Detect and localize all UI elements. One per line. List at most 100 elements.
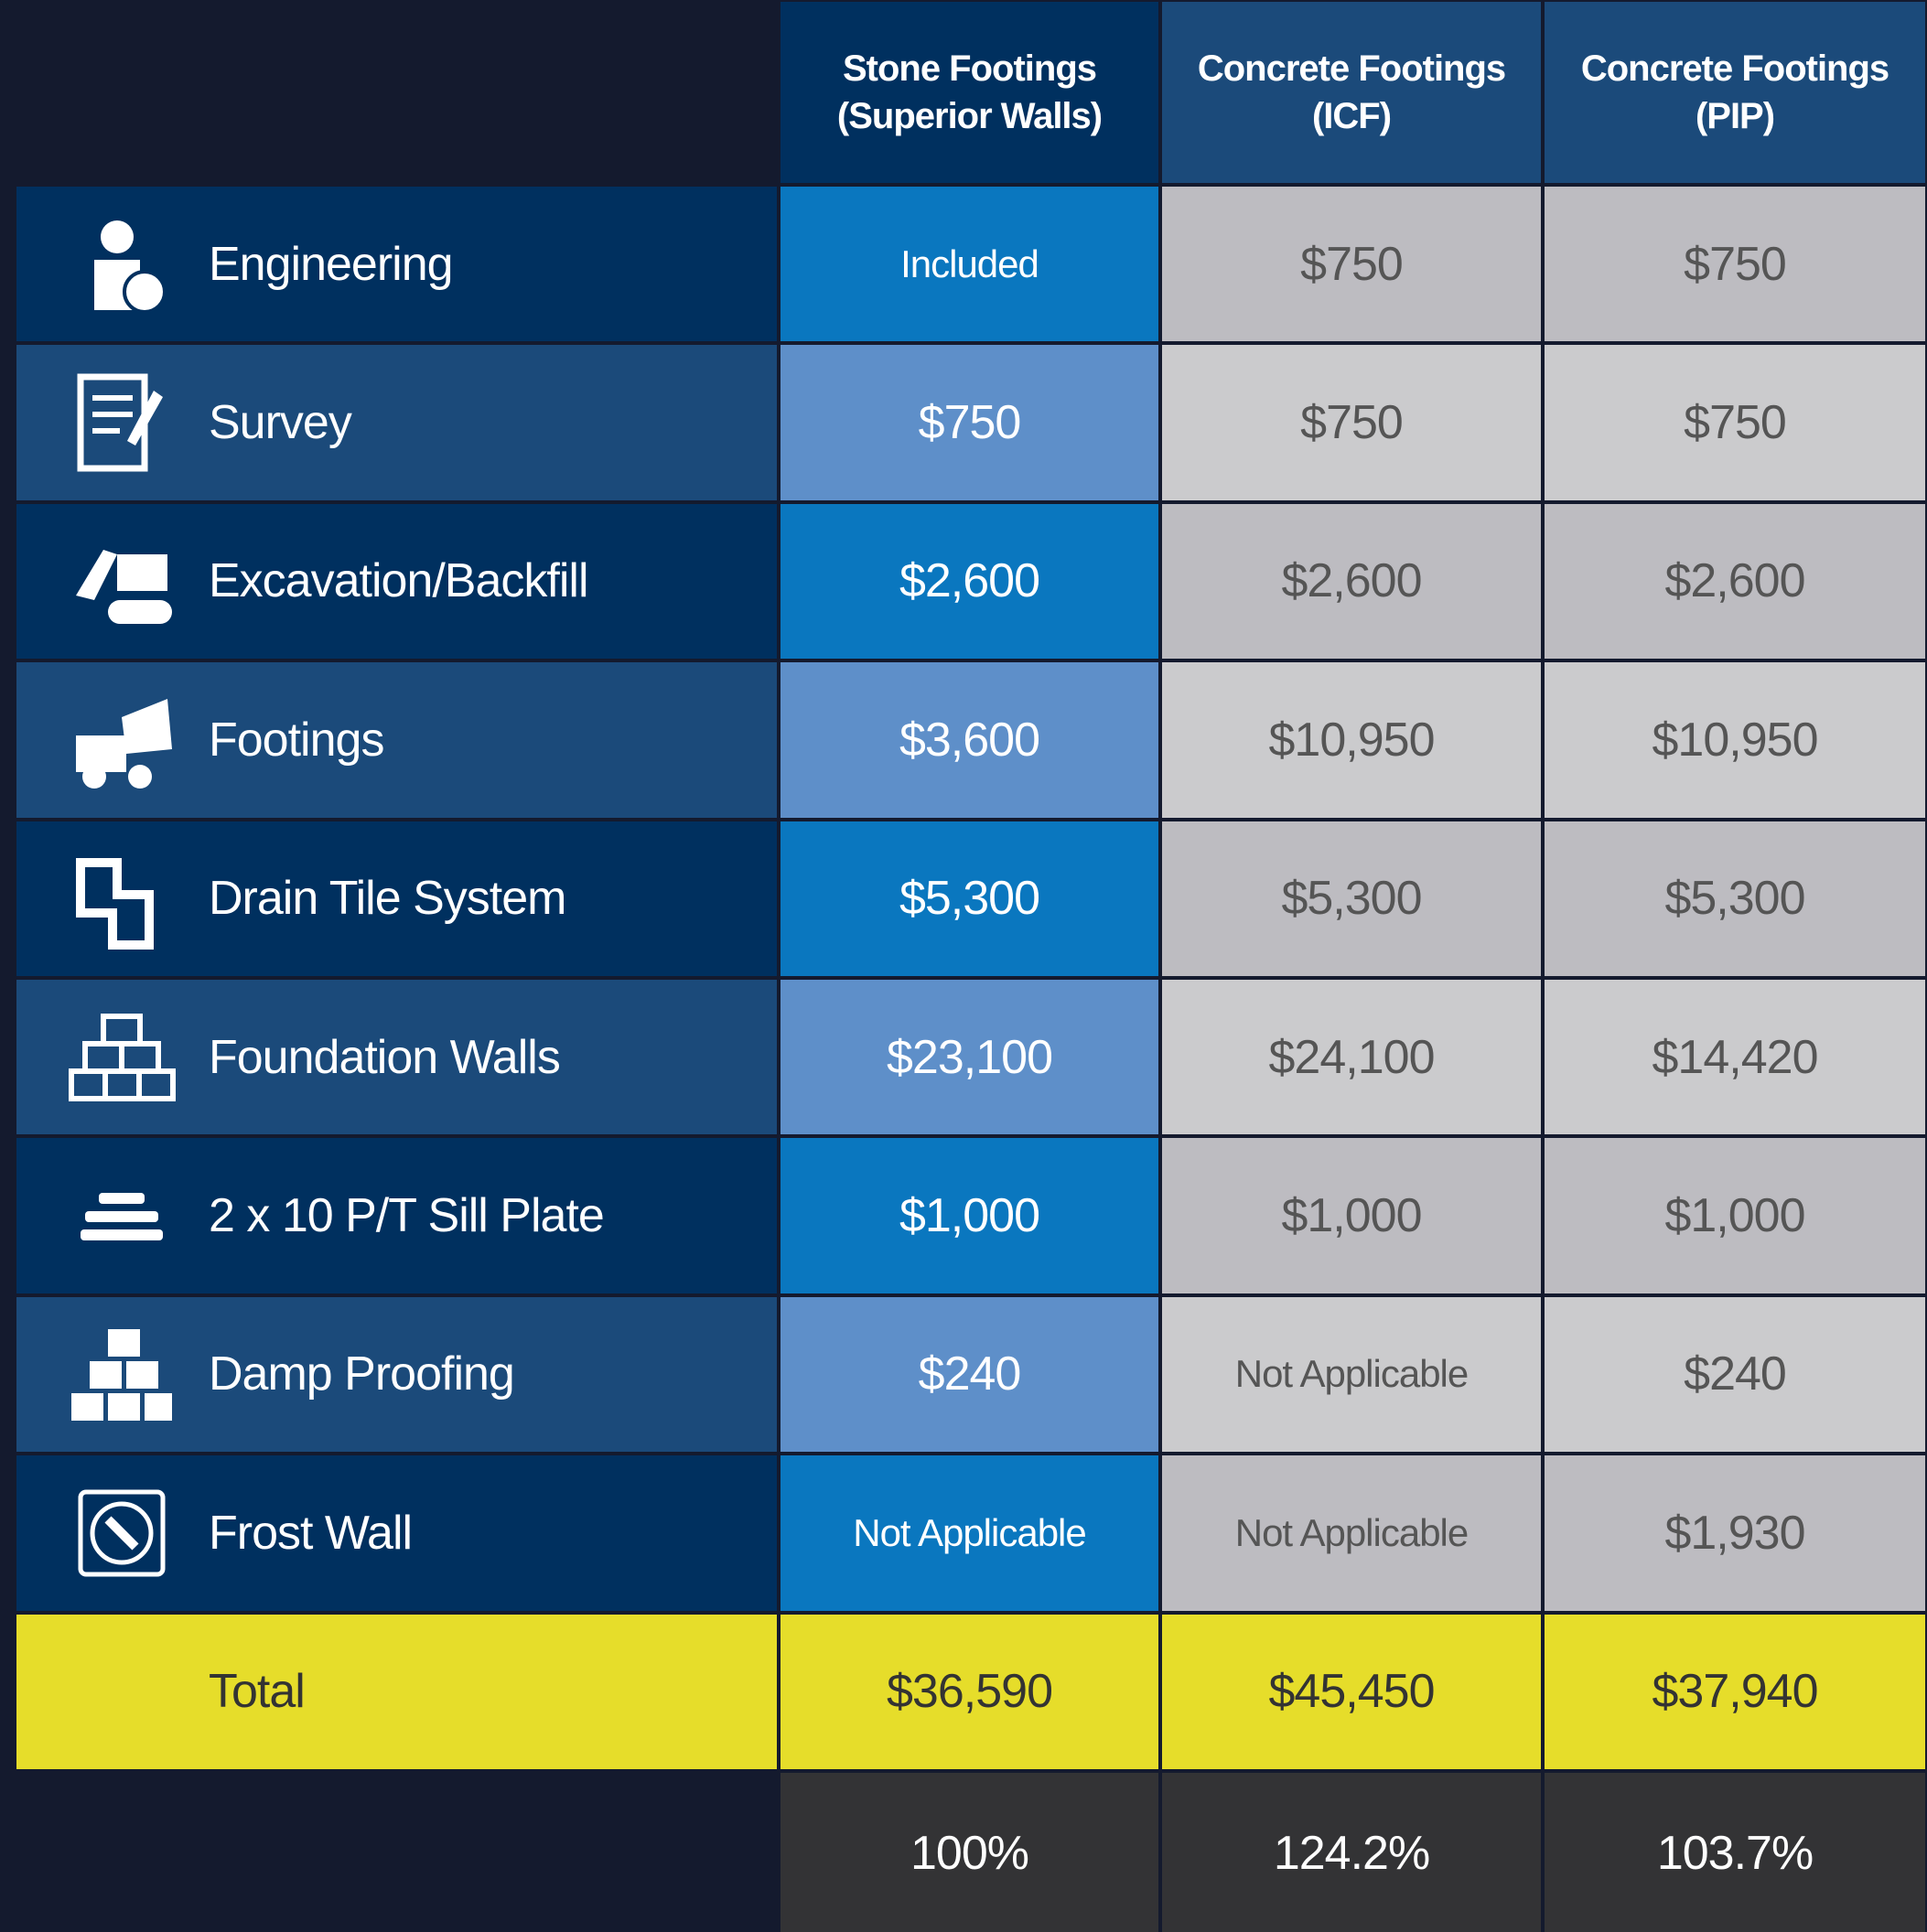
- value-text: $10,950: [1268, 713, 1436, 767]
- value-cell: $1,000: [1162, 1138, 1541, 1293]
- value-text: $23,100: [887, 1030, 1053, 1084]
- header-line: (Superior Walls): [836, 96, 1103, 136]
- total-label-text: Total: [209, 1665, 306, 1719]
- header-line: (PIP): [1695, 96, 1775, 136]
- row-label: Drain Tile System: [16, 821, 777, 976]
- value-cell: $2,600: [1545, 503, 1925, 660]
- total-cell: $45,450: [1162, 1614, 1541, 1769]
- row-label: 2 x 10 P/T Sill Plate: [16, 1138, 777, 1293]
- value-text: $1,930: [1664, 1506, 1805, 1560]
- value-text: $3,600: [899, 713, 1040, 767]
- value-cell: $750: [780, 345, 1158, 500]
- value-cell: $14,420: [1545, 980, 1925, 1135]
- row-label: Foundation Walls: [16, 980, 777, 1135]
- row-label-text: 2 x 10 P/T Sill Plate: [209, 1189, 605, 1243]
- row-icon: [81, 1193, 163, 1241]
- column-header: Concrete Footings (PIP): [1545, 2, 1925, 183]
- value-cell: $750: [1162, 345, 1541, 500]
- value-text: $24,100: [1268, 1030, 1436, 1084]
- value-cell: $2,600: [1162, 503, 1541, 660]
- header-line: Concrete Footings: [1197, 48, 1506, 89]
- value-text: $5,300: [899, 872, 1040, 926]
- header-line: Concrete Footings: [1580, 48, 1889, 89]
- value-cell: $2,600: [780, 503, 1158, 660]
- header-line: (ICF): [1311, 96, 1392, 136]
- percent-cell: 103.7%: [1545, 1773, 1925, 1932]
- value-cell: $3,600: [780, 662, 1158, 818]
- row-icon: [78, 1489, 166, 1577]
- value-cell: Included: [780, 187, 1158, 342]
- value-cell: $10,950: [1545, 662, 1925, 818]
- row-label: Damp Proofing: [16, 1296, 777, 1453]
- row-icon: [94, 220, 167, 314]
- row-icon: [76, 549, 172, 624]
- header-line: Stone Footings: [842, 48, 1097, 89]
- value-text: $750: [918, 396, 1022, 450]
- column-header: Stone Footings (Superior Walls): [780, 2, 1158, 183]
- value-text: $2,600: [1281, 554, 1422, 608]
- value-text: $240: [918, 1347, 1022, 1401]
- percent-text: 100%: [910, 1827, 1029, 1880]
- value-text: $5,300: [1664, 872, 1805, 926]
- value-text: $5,300: [1281, 872, 1422, 926]
- value-cell: $24,100: [1162, 980, 1541, 1135]
- value-cell: $240: [1545, 1296, 1925, 1453]
- column-header: Concrete Footings (ICF): [1162, 2, 1541, 183]
- row-label: Frost Wall: [16, 1455, 777, 1611]
- value-cell: Not Applicable: [1162, 1296, 1541, 1453]
- row-icon: [76, 699, 172, 789]
- value-cell: Not Applicable: [1162, 1455, 1541, 1611]
- value-cell: Not Applicable: [780, 1455, 1158, 1611]
- value-cell: $5,300: [780, 821, 1158, 976]
- value-cell: $750: [1162, 187, 1541, 342]
- percent-cell: 124.2%: [1162, 1773, 1541, 1932]
- total-label: Total: [16, 1614, 777, 1769]
- value-text: $2,600: [1664, 554, 1805, 608]
- row-label: Footings: [16, 662, 777, 818]
- value-cell: $1,930: [1545, 1455, 1925, 1611]
- row-label: Engineering: [16, 187, 777, 342]
- total-cell: $37,940: [1545, 1614, 1925, 1769]
- row-icon: [77, 373, 163, 472]
- value-text: $14,420: [1652, 1030, 1819, 1084]
- value-cell: $750: [1545, 187, 1925, 342]
- row-icon: [71, 1328, 172, 1421]
- value-cell: $1,000: [780, 1138, 1158, 1293]
- value-cell: $5,300: [1545, 821, 1925, 976]
- total-cell: $36,590: [780, 1614, 1158, 1769]
- row-label-text: Foundation Walls: [209, 1030, 561, 1084]
- value-text: Not Applicable: [853, 1510, 1087, 1554]
- value-text: $10,950: [1652, 713, 1819, 767]
- value-cell: $23,100: [780, 980, 1158, 1135]
- value-cell: $750: [1545, 345, 1925, 500]
- row-icon: [76, 857, 154, 950]
- value-cell: $1,000: [1545, 1138, 1925, 1293]
- value-text: $750: [1300, 237, 1404, 291]
- row-label-text: Drain Tile System: [209, 872, 566, 926]
- percent-text: 124.2%: [1273, 1827, 1430, 1880]
- total-text: $45,450: [1268, 1665, 1436, 1719]
- row-label-text: Survey: [209, 396, 352, 450]
- row-label-text: Frost Wall: [209, 1506, 413, 1560]
- value-text: $1,000: [1281, 1189, 1422, 1243]
- value-cell: $10,950: [1162, 662, 1541, 818]
- value-text: Not Applicable: [1234, 1352, 1469, 1396]
- value-text: $2,600: [899, 554, 1040, 608]
- percent-text: 103.7%: [1656, 1827, 1814, 1880]
- percent-cell: 100%: [780, 1773, 1158, 1932]
- value-text: $750: [1684, 396, 1787, 450]
- value-text: $750: [1684, 237, 1787, 291]
- row-label: Excavation/Backfill: [16, 503, 777, 660]
- row-label-text: Damp Proofing: [209, 1347, 515, 1401]
- value-text: $1,000: [899, 1189, 1040, 1243]
- row-label-text: Excavation/Backfill: [209, 554, 589, 608]
- row-label-text: Engineering: [209, 237, 454, 291]
- value-text: $240: [1684, 1347, 1787, 1401]
- total-text: $36,590: [887, 1665, 1053, 1719]
- total-text: $37,940: [1652, 1665, 1819, 1719]
- value-text: $750: [1300, 396, 1404, 450]
- row-label: Survey: [16, 345, 777, 500]
- value-text: Included: [900, 242, 1039, 285]
- value-text: Not Applicable: [1234, 1510, 1469, 1554]
